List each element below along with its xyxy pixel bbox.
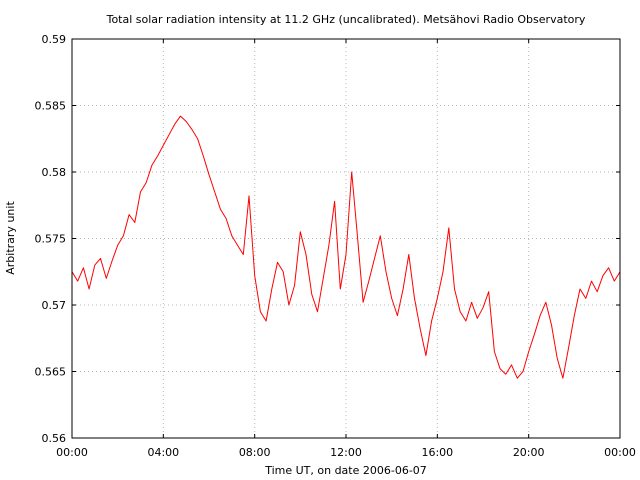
y-tick-label: 0.57 xyxy=(42,299,67,312)
x-tick-label: 04:00 xyxy=(147,446,179,459)
y-tick-label: 0.59 xyxy=(42,33,67,46)
x-tick-label: 00:00 xyxy=(604,446,636,459)
y-axis-label: Arbitrary unit xyxy=(4,201,17,275)
x-tick-label: 08:00 xyxy=(239,446,271,459)
x-tick-label: 16:00 xyxy=(421,446,453,459)
grid-lines xyxy=(72,39,620,438)
x-tick-label: 20:00 xyxy=(513,446,545,459)
chart-title: Total solar radiation intensity at 11.2 … xyxy=(106,13,586,26)
x-tick-label: 12:00 xyxy=(330,446,362,459)
plot-frame xyxy=(71,38,621,439)
x-axis-label: Time UT, on date 2006-06-07 xyxy=(264,464,427,477)
y-tick-label: 0.58 xyxy=(42,166,67,179)
data-series xyxy=(71,115,621,379)
y-tick-label: 0.575 xyxy=(35,233,67,246)
y-tick-label: 0.565 xyxy=(35,366,67,379)
x-tick-label: 00:00 xyxy=(56,446,88,459)
y-tick-labels: 0.56 0.565 0.57 0.575 0.58 0.585 0.59 xyxy=(35,33,67,445)
y-tick-label: 0.56 xyxy=(42,432,67,445)
series-line xyxy=(71,115,621,379)
axis-ticks xyxy=(71,38,621,439)
x-tick-labels: 00:00 04:00 08:00 12:00 16:00 20:00 00:00 xyxy=(56,446,636,459)
y-tick-label: 0.585 xyxy=(35,100,67,113)
